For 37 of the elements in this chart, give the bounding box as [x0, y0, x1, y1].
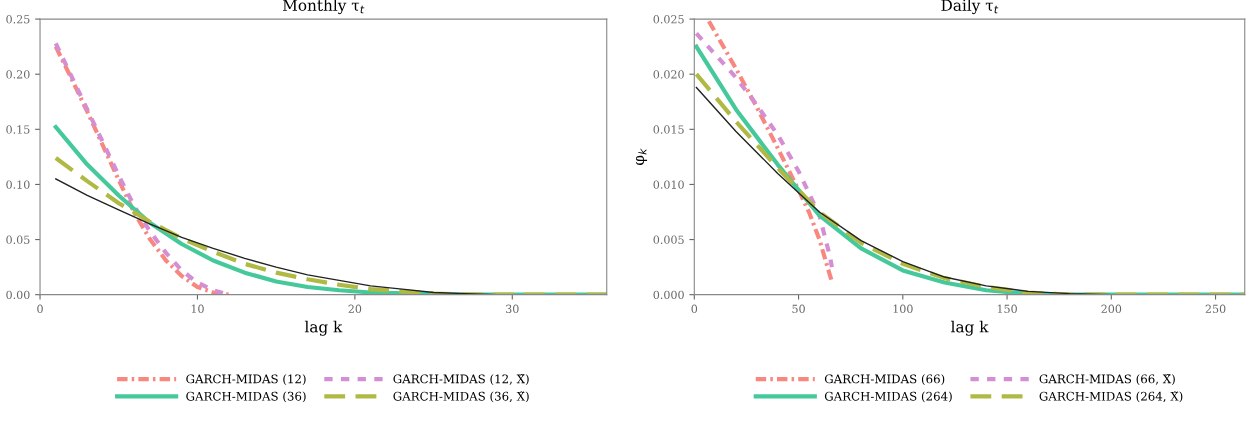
x-tick-label: 250: [1205, 304, 1226, 313]
y-tick-label: 0.020: [653, 70, 684, 79]
x-axis-title: lag k: [304, 320, 343, 336]
legend-label: GARCH-MIDAS (12): [186, 374, 306, 386]
legend-label: GARCH-MIDAS (36): [186, 391, 306, 403]
legend-label: GARCH-MIDAS (66, X̃): [1039, 374, 1175, 386]
y-tick-label: 0.010: [653, 180, 684, 189]
y-tick-label: 0.05: [6, 235, 30, 244]
y-axis-title: φ$_{k}$: [635, 148, 648, 165]
y-tick-label: 0.15: [6, 125, 30, 134]
legend-label: GARCH-MIDAS (36, X̃): [393, 391, 529, 403]
y-tick-label: 0.015: [653, 125, 684, 134]
x-tick-label: 0: [37, 304, 43, 313]
legend-label: GARCH-MIDAS (264): [824, 391, 952, 403]
y-tick-label: 0.025: [653, 15, 684, 24]
y-tick-label: 0.005: [653, 235, 684, 244]
y-tick-label: 0.00: [6, 290, 30, 300]
x-tick-label: 150: [997, 304, 1017, 313]
y-tick-label: 0.10: [6, 180, 30, 189]
legend-label: GARCH-MIDAS (12, X̃): [393, 374, 529, 386]
legend-label: GARCH-MIDAS (264, X̃): [1039, 391, 1183, 403]
x-axis-title: lag k: [951, 320, 989, 336]
y-tick-label: 0.20: [6, 70, 30, 79]
x-tick-label: 200: [1101, 304, 1122, 313]
y-tick-label: 0.000: [653, 290, 684, 300]
y-tick-label: 0.25: [6, 15, 30, 24]
line-series: [53, 155, 607, 295]
legend-label: GARCH-MIDAS (66): [824, 374, 945, 386]
x-tick-label: 20: [348, 304, 362, 313]
chart-title: Daily τ$_{t}$: [941, 0, 999, 15]
x-tick-label: 100: [893, 304, 913, 313]
chart-title: Monthly τ$_{t}$: [282, 0, 365, 15]
x-tick-label: 30: [506, 304, 519, 313]
x-tick-label: 50: [792, 304, 805, 313]
x-tick-label: 10: [191, 304, 204, 313]
line-series: [694, 31, 835, 270]
x-tick-label: 0: [691, 304, 698, 313]
